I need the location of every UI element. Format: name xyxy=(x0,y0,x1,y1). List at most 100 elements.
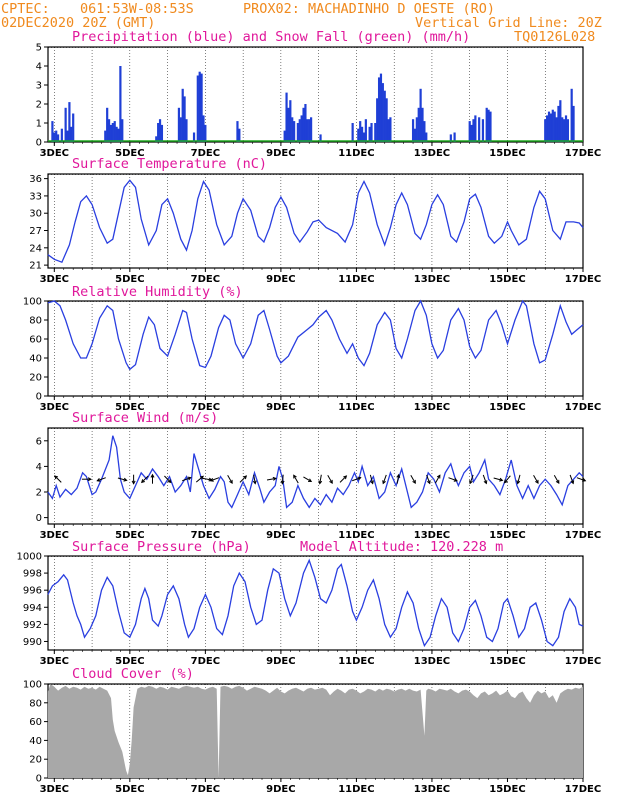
wind-arrow-head xyxy=(483,480,488,485)
precip-bar xyxy=(546,115,549,142)
wind-arrow-shaft xyxy=(533,475,539,484)
precip-bar xyxy=(306,119,309,142)
wind-arrow-head xyxy=(272,476,277,481)
wind-arrow-head xyxy=(318,480,323,485)
wind-arrow-head xyxy=(209,478,214,482)
wind-arrow xyxy=(150,473,155,484)
wind-arrow-shaft xyxy=(396,474,400,484)
rh-ytick-label: 0 xyxy=(36,392,42,403)
precip-xtick-label: 3DEC xyxy=(40,148,69,159)
precip-bar xyxy=(485,107,488,142)
precip-xtick-label: 15DEC xyxy=(489,148,525,159)
precip-bar xyxy=(423,121,426,142)
precip-ytick-label: 0 xyxy=(36,138,42,149)
pressure-grid xyxy=(54,556,584,650)
wind-arrow xyxy=(182,476,192,482)
precip-bar xyxy=(55,130,58,142)
wind-arrow-head xyxy=(229,479,233,485)
rh-xtick-label: 17DEC xyxy=(565,402,601,413)
precip-bar xyxy=(425,132,428,142)
precip-bar xyxy=(481,119,485,142)
wind-arrow-shaft xyxy=(117,477,127,481)
precip-bar xyxy=(70,126,73,142)
rh-panel: 0 20 40 60 80 100 3DEC 5DEC 7DEC 9DEC 11DEC 13DEC 15… xyxy=(23,297,601,414)
wind-arrow xyxy=(195,475,204,483)
wind-arrow-shaft xyxy=(182,477,191,482)
precip-bar xyxy=(198,71,201,142)
cloud-xtick-label: 11DEC xyxy=(338,784,374,795)
precip-bar xyxy=(319,134,322,142)
precip-xtick-label: 5DEC xyxy=(115,148,144,159)
precip-bar xyxy=(383,90,386,142)
wind-arrow-head xyxy=(54,475,59,480)
precip-bar xyxy=(570,88,573,142)
header-date: 02DEC2020 20Z (GMT) xyxy=(1,15,155,31)
precip-bar xyxy=(115,126,118,142)
wind-arrow-head xyxy=(453,478,458,482)
precip-bar xyxy=(157,123,160,142)
pressure-ytick-label: 992 xyxy=(23,620,42,631)
wind-arrow xyxy=(434,474,441,484)
wind-title: Surface Wind (m/s) xyxy=(72,410,218,426)
rh-ytick-label: 100 xyxy=(23,297,42,308)
panels: 0 1 2 3 4 5 3DEC 5DEC 7DEC 9DEC 11DEC 13DEC 15DEC 17D… xyxy=(17,43,602,796)
precip-bar xyxy=(364,119,367,142)
wind-xtick-label: 5DEC xyxy=(115,530,144,541)
precip-bar xyxy=(185,119,188,142)
precip-ytick-label: 2 xyxy=(36,100,42,111)
precip-ytick-label: 3 xyxy=(36,81,42,92)
wind-ytick-label: 0 xyxy=(36,513,42,524)
cloud-xtick-label: 17DEC xyxy=(565,784,601,795)
precip-bar xyxy=(183,96,186,142)
wind-arrow-shaft xyxy=(553,475,560,484)
rh-ytick-label: 40 xyxy=(29,354,42,365)
precip-bar xyxy=(56,134,60,142)
precip-bar xyxy=(107,119,111,142)
temp-xtick-label: 17DEC xyxy=(565,274,601,285)
temp-panel: 21 24 27 30 33 36 3DEC 5DEC 7DEC 9DEC 11DEC 13DEC 15… xyxy=(29,173,601,285)
wind-arrow-shaft xyxy=(239,475,247,483)
wind-arrow-head xyxy=(131,480,136,485)
precip-bar xyxy=(551,109,554,142)
cloud-xtick-label: 15DEC xyxy=(489,784,525,795)
cloud-xtick-label: 9DEC xyxy=(266,784,295,795)
header-location: PROX02: MACHADINHO D OESTE (RO) xyxy=(243,1,495,17)
wind-arrow-shaft xyxy=(266,477,276,481)
precip-bar xyxy=(561,117,564,142)
precip-grid xyxy=(54,47,584,142)
wind-arrow-shaft xyxy=(195,475,204,483)
precip-bar xyxy=(357,128,360,142)
precip-bar xyxy=(379,73,383,142)
wind-arrow-shaft xyxy=(327,475,333,484)
wind-arrow xyxy=(303,476,313,482)
wind-arrow xyxy=(569,474,575,485)
precip-bar xyxy=(204,124,207,142)
precip-bar xyxy=(310,117,313,142)
precip-bar xyxy=(362,132,366,142)
wind-arrow-head xyxy=(252,480,257,485)
pressure-xtick-label: 9DEC xyxy=(266,656,295,667)
precip-bar xyxy=(287,107,290,142)
precip-bar xyxy=(111,123,114,142)
wind-ytick-label: 4 xyxy=(36,462,42,473)
precip-bar xyxy=(468,121,471,142)
pressure-ytick-label: 1000 xyxy=(17,552,42,563)
wind-arrows xyxy=(54,473,587,485)
precip-bar xyxy=(119,66,122,142)
rh-line xyxy=(47,299,584,371)
precip-bar xyxy=(104,130,107,142)
precip-bar xyxy=(179,117,182,142)
precip-bar xyxy=(411,119,415,142)
precip-xtick-label: 13DEC xyxy=(414,148,450,159)
wind-arrow-shaft xyxy=(210,477,220,482)
precip-bar xyxy=(449,134,452,142)
precip-bar xyxy=(470,124,473,142)
pressure-frame xyxy=(47,555,584,651)
precip-bar xyxy=(238,128,241,142)
wind-arrow-shaft xyxy=(434,475,441,484)
wind-xtick-label: 9DEC xyxy=(266,530,295,541)
precip-bar xyxy=(359,121,362,142)
precip-ytick-label: 5 xyxy=(36,43,42,54)
wind-arrow-head xyxy=(396,473,401,478)
wind-arrow xyxy=(382,474,387,485)
